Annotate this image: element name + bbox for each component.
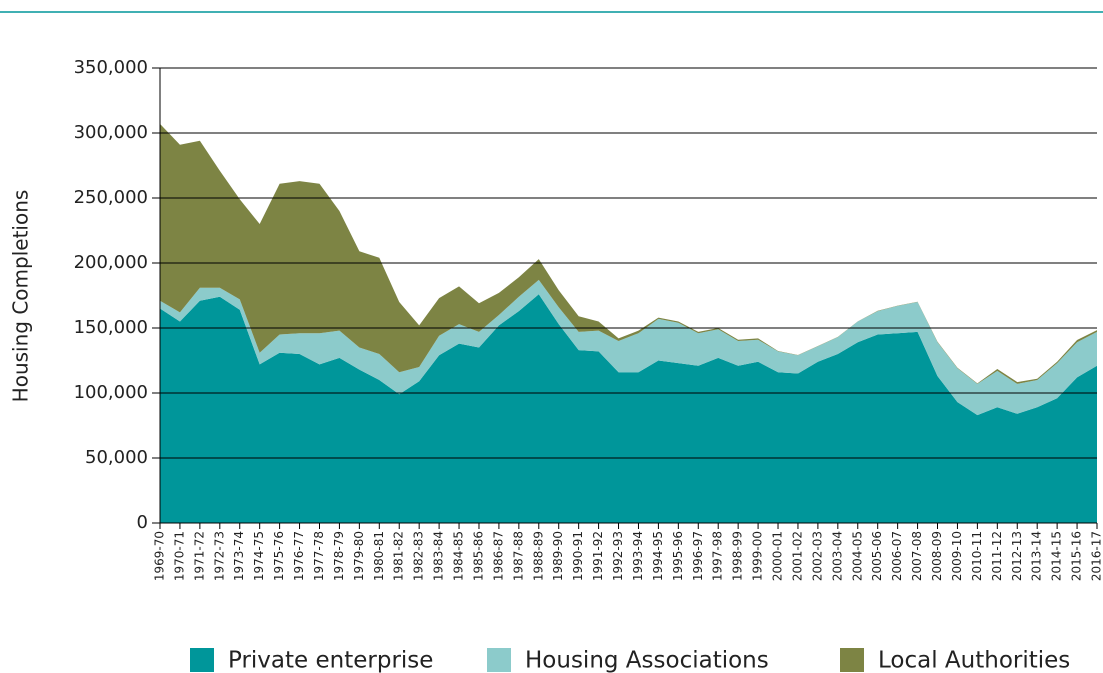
y-axis-label: Housing Completions bbox=[9, 190, 33, 403]
x-tick-label: 1976-77 bbox=[292, 531, 306, 581]
x-tick-label: 2008-09 bbox=[930, 531, 944, 581]
x-tick-label: 2013-14 bbox=[1030, 531, 1044, 581]
x-tick-label: 1973-74 bbox=[232, 531, 246, 581]
x-tick-label: 1982-83 bbox=[412, 531, 426, 581]
area bbox=[160, 279, 1097, 416]
x-tick-label: 1969-70 bbox=[153, 531, 167, 581]
y-tick-label: 250,000 bbox=[74, 187, 148, 208]
x-tick-label: 1993-94 bbox=[631, 531, 645, 581]
x-tick-label: 2011-12 bbox=[990, 531, 1004, 581]
x-tick-label: 1975-76 bbox=[272, 531, 286, 581]
x-tick-label: 1989-90 bbox=[551, 531, 565, 581]
y-tick-label: 200,000 bbox=[74, 252, 148, 273]
x-tick-label: 1996-97 bbox=[691, 531, 705, 581]
legend-label: Local Authorities bbox=[878, 648, 1070, 673]
x-tick-label: 1990-91 bbox=[571, 531, 585, 581]
x-tick-label: 1995-96 bbox=[671, 531, 685, 581]
legend-label: Private enterprise bbox=[228, 648, 433, 673]
x-tick-label: 2015-16 bbox=[1070, 531, 1084, 581]
x-tick-label: 2007-08 bbox=[910, 531, 924, 581]
x-tick-label: 1986-87 bbox=[491, 531, 505, 581]
x-tick-label: 1998-99 bbox=[731, 531, 745, 581]
x-tick-label: 2000-01 bbox=[771, 531, 785, 581]
legend-swatch bbox=[840, 648, 864, 672]
y-tick-label: 50,000 bbox=[85, 447, 148, 468]
x-tick-label: 1983-84 bbox=[432, 531, 446, 581]
x-tick-label: 2006-07 bbox=[890, 531, 904, 581]
legend-swatch bbox=[487, 648, 511, 672]
x-tick-label: 2009-10 bbox=[950, 531, 964, 581]
x-tick-label: 1997-98 bbox=[711, 531, 725, 581]
x-tick-label: 1981-82 bbox=[392, 531, 406, 581]
y-tick-label: 100,000 bbox=[74, 382, 148, 403]
x-tick-label: 2016-17 bbox=[1090, 531, 1103, 581]
legend-swatch bbox=[190, 648, 214, 672]
x-tick-label: 1971-72 bbox=[192, 531, 206, 581]
x-tick-label: 1980-81 bbox=[372, 531, 386, 581]
x-tick-label: 1987-88 bbox=[511, 531, 525, 581]
x-tick-label: 1994-95 bbox=[651, 531, 665, 581]
x-tick-label: 1974-75 bbox=[252, 531, 266, 581]
area bbox=[160, 123, 1097, 384]
y-tick-label: 300,000 bbox=[74, 122, 148, 143]
y-tick-label: 0 bbox=[137, 512, 148, 533]
y-tick-label: 350,000 bbox=[74, 57, 148, 78]
x-tick-label: 1978-79 bbox=[332, 531, 346, 581]
x-tick-label: 1999-00 bbox=[751, 531, 765, 581]
x-tick-label: 2014-15 bbox=[1050, 531, 1064, 581]
x-tick-label: 2012-13 bbox=[1010, 531, 1024, 581]
area bbox=[160, 294, 1097, 523]
x-tick-label: 1984-85 bbox=[452, 531, 466, 581]
x-tick-label: 2002-03 bbox=[810, 531, 824, 581]
x-tick-label: 1985-86 bbox=[471, 531, 485, 581]
x-tick-label: 1991-92 bbox=[591, 531, 605, 581]
x-tick-label: 1972-73 bbox=[212, 531, 226, 581]
x-tick-label: 2004-05 bbox=[850, 531, 864, 581]
x-tick-label: 1979-80 bbox=[352, 531, 366, 581]
x-tick-label: 2010-11 bbox=[970, 531, 984, 581]
x-tick-label: 1988-89 bbox=[531, 531, 545, 581]
y-tick-label: 150,000 bbox=[74, 317, 148, 338]
x-tick-label: 1970-71 bbox=[172, 531, 186, 581]
legend-label: Housing Associations bbox=[525, 648, 769, 673]
x-tick-label: 1977-78 bbox=[312, 531, 326, 581]
x-tick-label: 1992-93 bbox=[611, 531, 625, 581]
x-tick-label: 2005-06 bbox=[870, 531, 884, 581]
x-tick-label: 2001-02 bbox=[790, 531, 804, 581]
x-tick-label: 2003-04 bbox=[830, 531, 844, 581]
